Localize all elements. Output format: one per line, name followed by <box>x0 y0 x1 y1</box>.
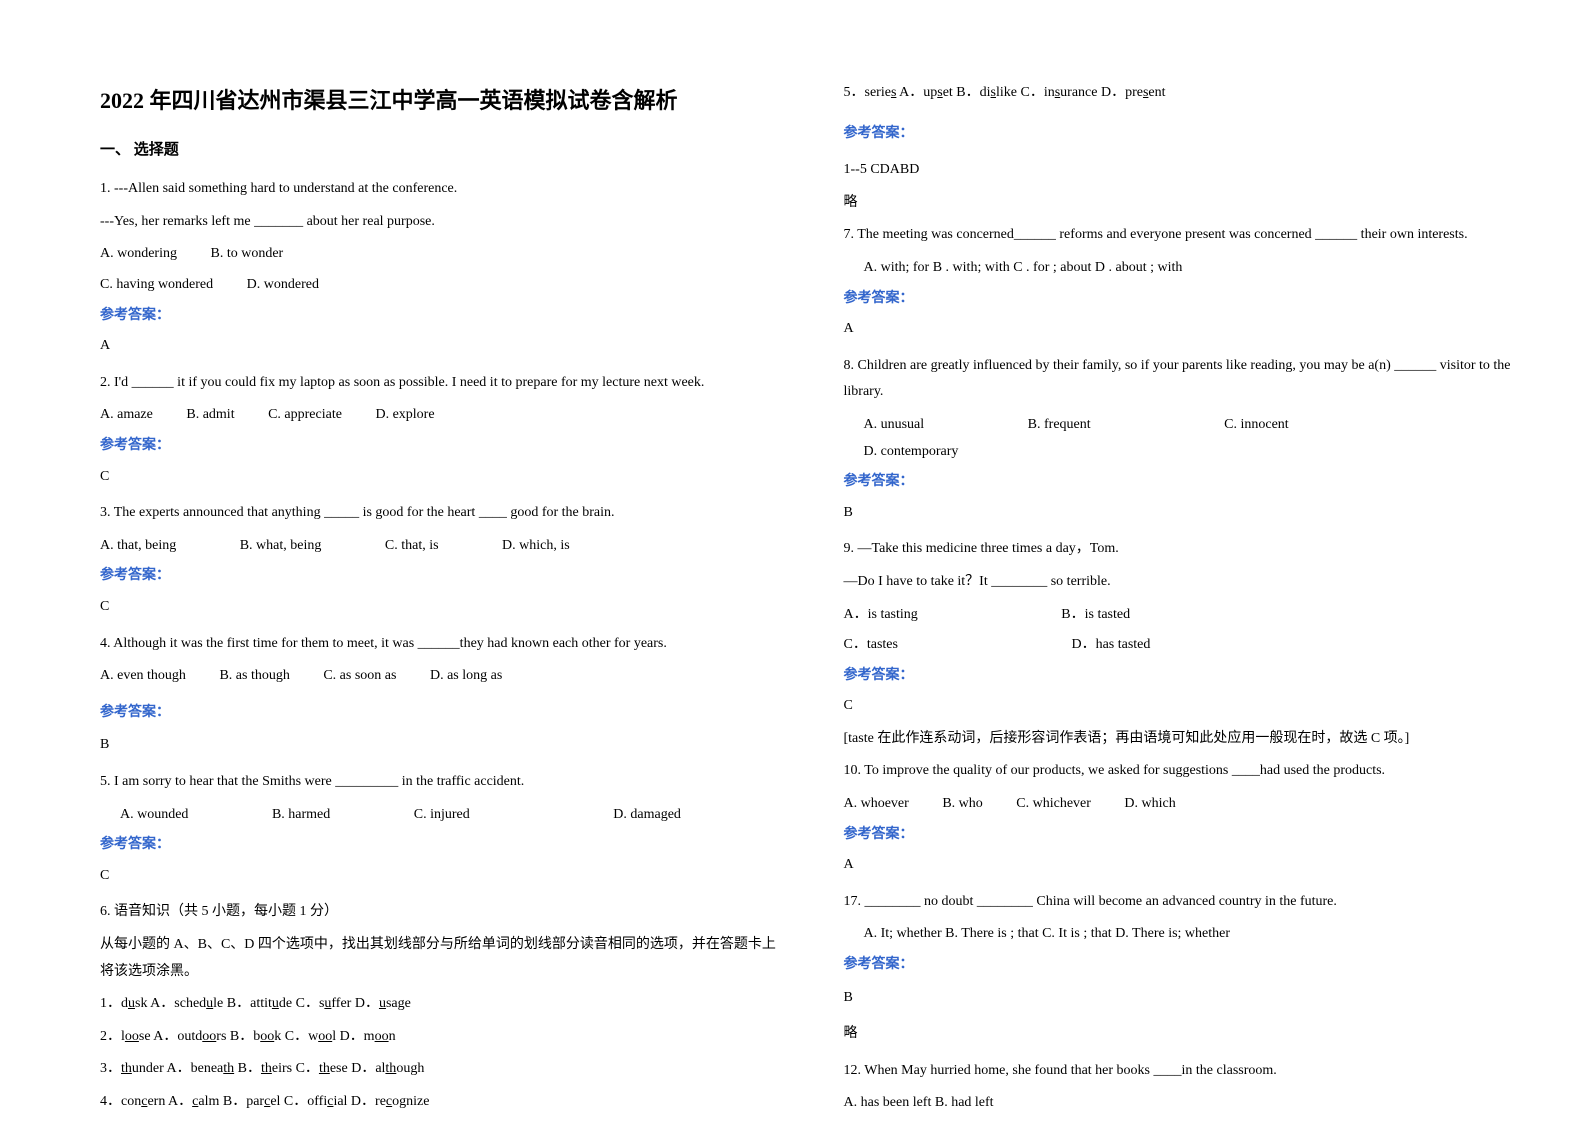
answer-label: 参考答案： <box>100 433 784 460</box>
answer-label: 参考答案： <box>844 822 1528 849</box>
q6-line3: 3．thunder A．beneath B．theirs C．these D．a… <box>100 1056 784 1083</box>
q10-text: 10. To improve the quality of our produc… <box>844 758 1528 785</box>
q11-lue: 略 <box>844 1021 1528 1048</box>
q9-opts-row2: C．tastes D．has tasted <box>844 632 1528 659</box>
q5-text: 5. I am sorry to hear that the Smiths we… <box>100 769 784 796</box>
q10-opts: A. whoever B. who C. whichever D. which <box>844 791 1528 818</box>
q8-answer: B <box>844 500 1528 527</box>
q8-opt-c: C. innocent <box>1224 412 1289 439</box>
q2-opt-a: A. amaze <box>100 402 153 429</box>
q6-line5: 5．series A．upset B．dislike C．insurance D… <box>844 80 1528 107</box>
q9-opt-d: D．has tasted <box>1071 632 1150 659</box>
q1-opts-row2: C. having wondered D. wondered <box>100 272 784 299</box>
q6-answer: 1--5 CDABD <box>844 157 1528 184</box>
answer-label: 参考答案： <box>844 663 1528 690</box>
q5-opt-d: D. damaged <box>613 802 681 829</box>
section-heading: 一、 选择题 <box>100 136 784 165</box>
q5-answer: C <box>100 863 784 890</box>
q6-line4: 4．concern A．calm B．parcel C．official D．r… <box>100 1089 784 1116</box>
q12-opts: A. has been left B. had left <box>844 1090 1528 1117</box>
q1-line2: ---Yes, her remarks left me _______ abou… <box>100 209 784 236</box>
q11-answer: B <box>844 985 1528 1012</box>
q9-answer: C <box>844 693 1528 720</box>
q1-opt-d: D. wondered <box>247 272 319 299</box>
answer-label: 参考答案： <box>844 952 1528 979</box>
q2-opt-b: B. admit <box>186 402 234 429</box>
answer-label: 参考答案： <box>100 832 784 859</box>
q8-opt-b: B. frequent <box>1028 412 1091 439</box>
q6-line2: 2．loose A．outdoors B．book C．wool D．moon <box>100 1024 784 1051</box>
q1-answer: A <box>100 333 784 360</box>
q2-text: 2. I'd ______ it if you could fix my lap… <box>100 370 784 397</box>
q12-text: 12. When May hurried home, she found tha… <box>844 1058 1528 1085</box>
q7-answer: A <box>844 316 1528 343</box>
q5-opt-a: A. wounded <box>120 802 188 829</box>
answer-label: 参考答案： <box>844 469 1528 496</box>
q3-text: 3. The experts announced that anything _… <box>100 500 784 527</box>
q4-text: 4. Although it was the first time for th… <box>100 631 784 658</box>
q9-note: [taste 在此作连系动词，后接形容词作表语；再由语境可知此处应用一般现在时，… <box>844 726 1528 753</box>
q5-opt-b: B. harmed <box>272 802 330 829</box>
q3-opt-a: A. that, being <box>100 533 176 560</box>
q4-opt-d: D. as long as <box>430 663 502 690</box>
q8-opt-a: A. unusual <box>864 412 925 439</box>
q3-opt-b: B. what, being <box>240 533 322 560</box>
q11-opts: A. It; whether B. There is ; that C. It … <box>844 921 1528 948</box>
q4-opt-c: C. as soon as <box>323 663 396 690</box>
q2-opt-c: C. appreciate <box>268 402 342 429</box>
q6-lue: 略 <box>844 190 1528 217</box>
q9-opt-b: B．is tasted <box>1061 602 1130 629</box>
q1-opt-a: A. wondering <box>100 241 177 268</box>
q4-answer: B <box>100 732 784 759</box>
q10-opt-a: A. whoever <box>844 791 909 818</box>
q9-line1: 9. —Take this medicine three times a day… <box>844 536 1528 563</box>
q1-opt-c: C. having wondered <box>100 272 213 299</box>
right-column: 5．series A．upset B．dislike C．insurance D… <box>844 80 1528 1082</box>
q8-text: 8. Children are greatly influenced by th… <box>844 353 1528 406</box>
q9-opt-c: C．tastes <box>844 632 898 659</box>
q1-opt-b: B. to wonder <box>211 241 284 268</box>
page-title: 2022 年四川省达州市渠县三江中学高一英语模拟试卷含解析 <box>100 80 784 122</box>
q3-opts: A. that, being B. what, being C. that, i… <box>100 533 784 560</box>
q3-answer: C <box>100 594 784 621</box>
q10-answer: A <box>844 852 1528 879</box>
q6-line1: 1．dusk A．schedule B．attitude C．suffer D．… <box>100 991 784 1018</box>
q11-text: 17. ________ no doubt ________ China wil… <box>844 889 1528 916</box>
q2-answer: C <box>100 464 784 491</box>
left-column: 2022 年四川省达州市渠县三江中学高一英语模拟试卷含解析 一、 选择题 1. … <box>100 80 784 1082</box>
q10-opt-d: D. which <box>1124 791 1175 818</box>
q1-opts-row1: A. wondering B. to wonder <box>100 241 784 268</box>
answer-label: 参考答案： <box>844 286 1528 313</box>
q9-opts-row1: A．is tasting B．is tasted <box>844 602 1528 629</box>
q9-opt-a: A．is tasting <box>844 602 918 629</box>
q2-opt-d: D. explore <box>375 402 434 429</box>
q2-opts: A. amaze B. admit C. appreciate D. explo… <box>100 402 784 429</box>
answer-label: 参考答案： <box>844 121 1528 148</box>
q7-opts: A. with; for B . with; with C . for ; ab… <box>844 255 1528 282</box>
answer-label: 参考答案： <box>100 563 784 590</box>
q7-text: 7. The meeting was concerned______ refor… <box>844 222 1528 249</box>
q9-line2: —Do I have to take it？It ________ so ter… <box>844 569 1528 596</box>
q10-opt-c: C. whichever <box>1016 791 1091 818</box>
answer-label: 参考答案： <box>100 700 784 727</box>
q6-instr: 从每小题的 A、B、C、D 四个选项中，找出其划线部分与所给单词的划线部分读音相… <box>100 932 784 985</box>
q4-opt-a: A. even though <box>100 663 186 690</box>
q6-head: 6. 语音知识（共 5 小题，每小题 1 分） <box>100 899 784 926</box>
q5-opt-c: C. injured <box>414 802 470 829</box>
q4-opts: A. even though B. as though C. as soon a… <box>100 663 784 690</box>
q8-opt-d: D. contemporary <box>864 439 959 466</box>
q3-opt-d: D. which, is <box>502 533 570 560</box>
q3-opt-c: C. that, is <box>385 533 439 560</box>
q4-opt-b: B. as though <box>219 663 289 690</box>
q8-opts: A. unusual B. frequent C. innocent D. co… <box>844 412 1528 465</box>
q1-line1: 1. ---Allen said something hard to under… <box>100 176 784 203</box>
answer-label: 参考答案： <box>100 303 784 330</box>
q10-opt-b: B. who <box>942 791 982 818</box>
q5-opts: A. wounded B. harmed C. injured D. damag… <box>100 802 784 829</box>
